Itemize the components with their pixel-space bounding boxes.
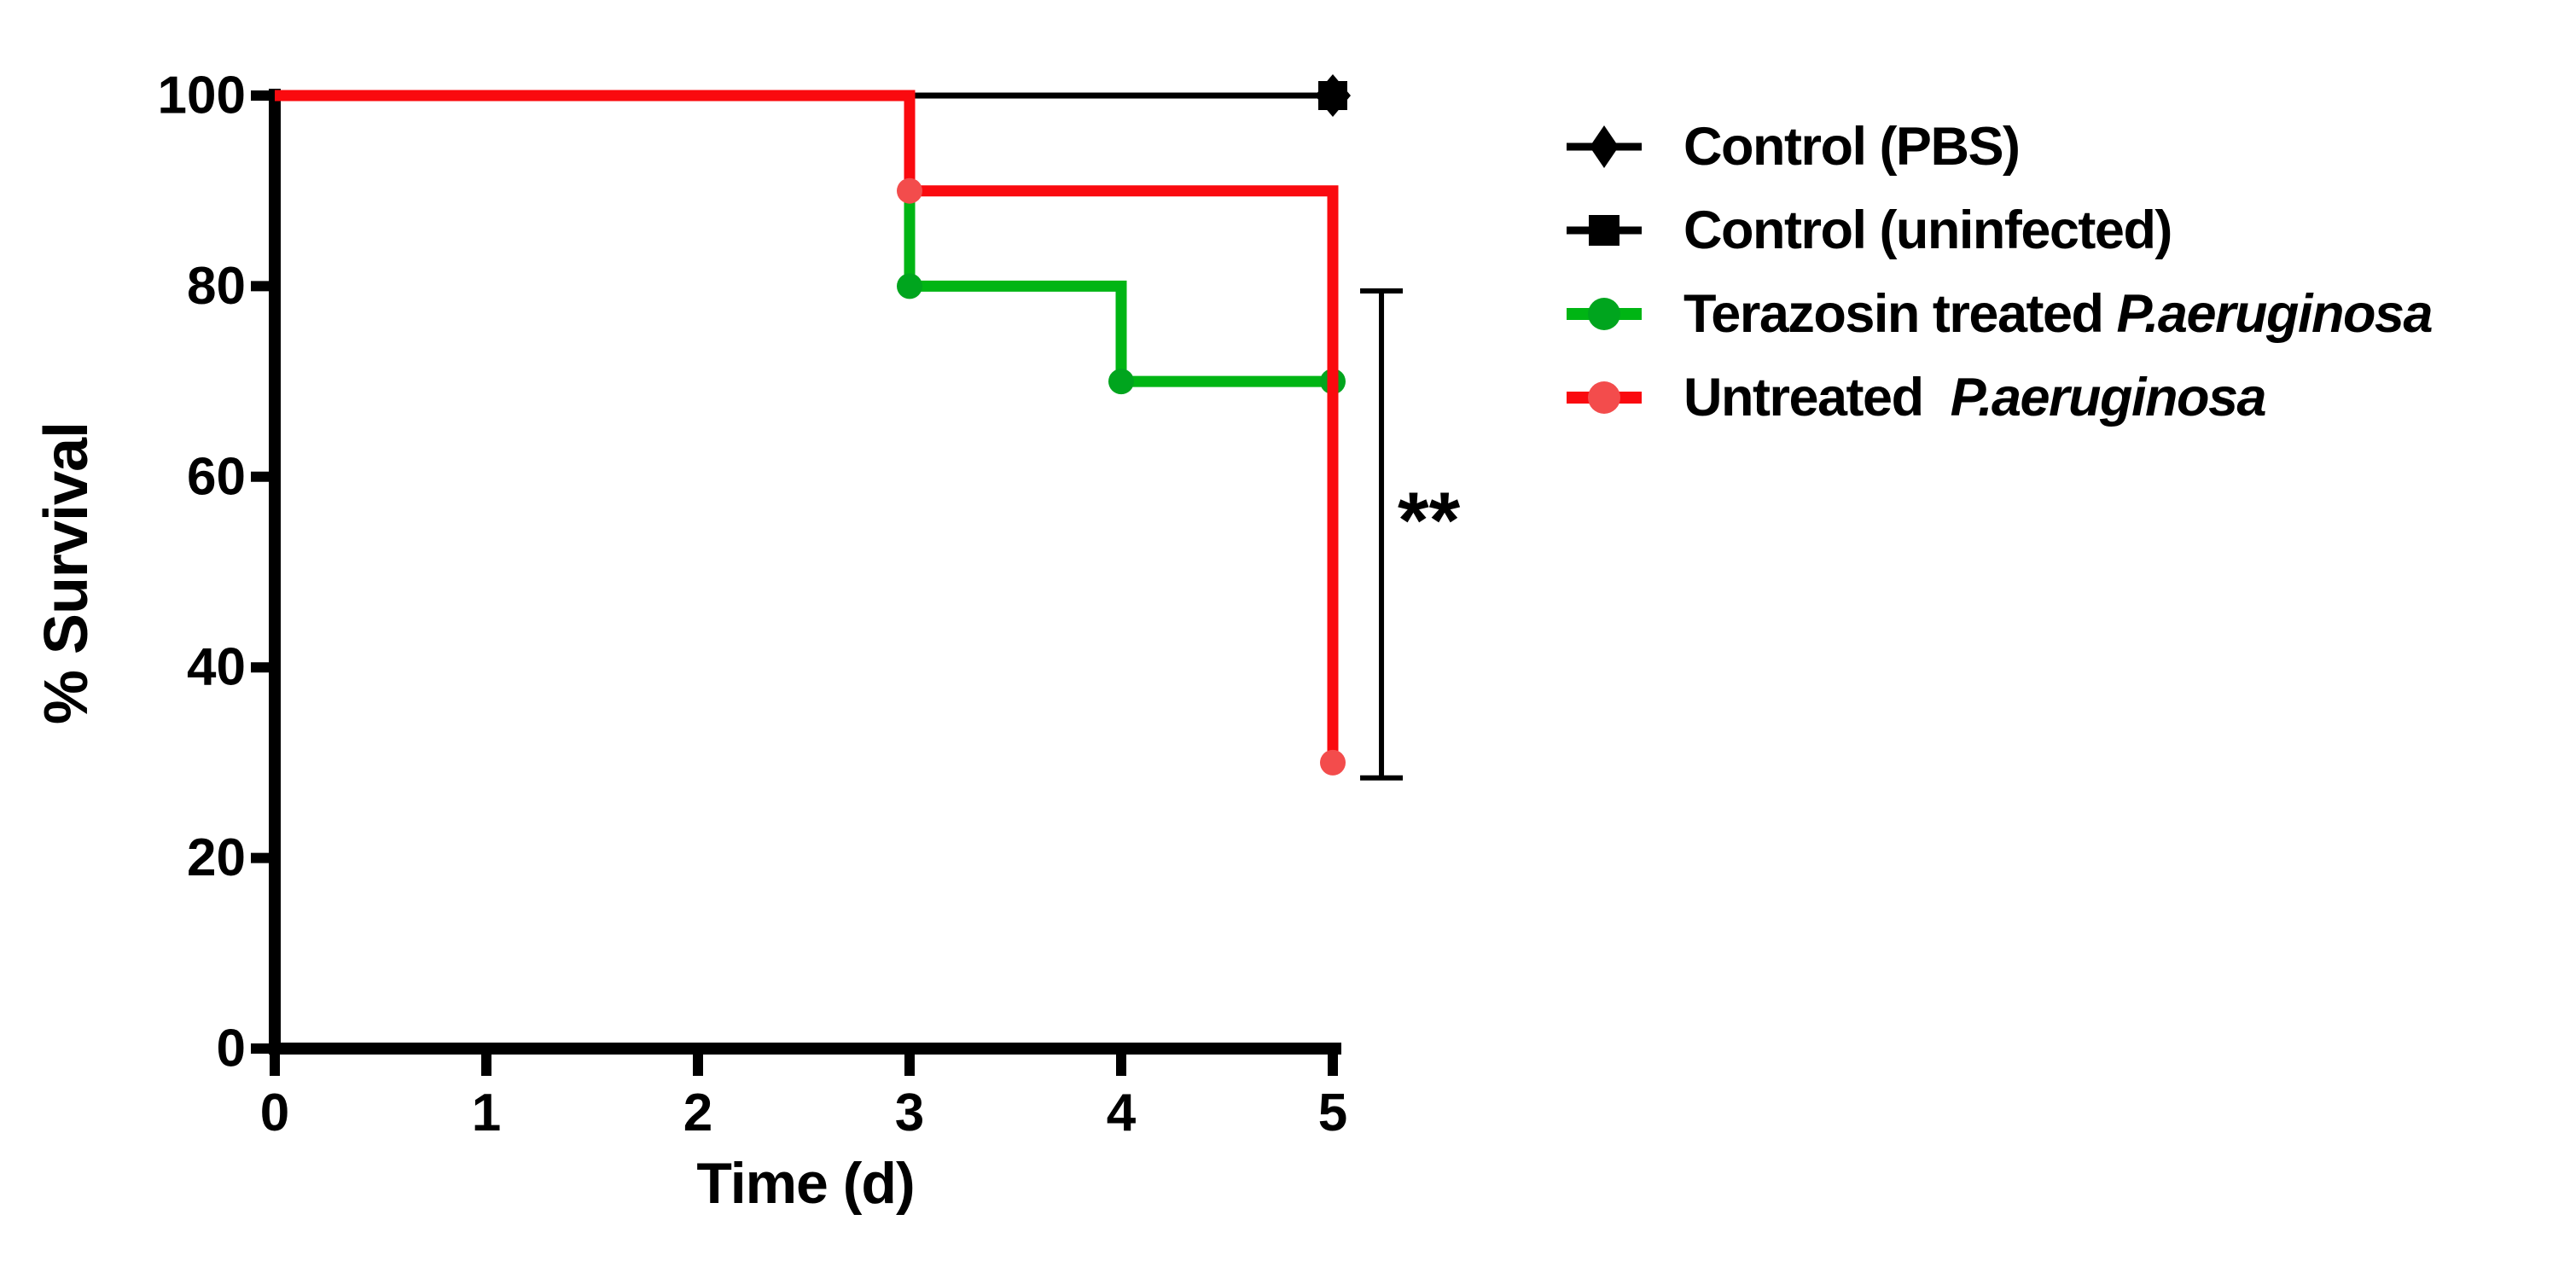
x-tick-label: 2	[683, 1084, 712, 1142]
y-tick-label: 60	[187, 447, 246, 506]
axes	[251, 89, 1341, 1076]
y-tick-label: 100	[158, 67, 246, 125]
legend: Control (PBS) Control (uninfected) Teraz…	[1564, 105, 2434, 439]
y-tick-label: 20	[187, 828, 246, 887]
series-untreated-p-aeruginosa	[275, 90, 1346, 776]
legend-item-control-pbs: Control (PBS)	[1564, 105, 2432, 189]
y-tick-labels: 0 20 40 60 80 100	[158, 67, 246, 1078]
legend-item-label: Control (PBS)	[1683, 116, 2021, 177]
x-tick-label: 3	[895, 1084, 924, 1142]
legend-label-text: Untreated	[1683, 368, 1951, 427]
significance-asterisks: **	[1398, 475, 1461, 565]
legend-item-label: Control (uninfected)	[1683, 200, 2172, 261]
legend-item-label: Untreated P.aeruginosa	[1683, 367, 2267, 428]
x-tick-label: 0	[260, 1084, 289, 1142]
legend-label-text: Terazosin treated	[1683, 284, 2117, 344]
legend-item-untreated: Untreated P.aeruginosa	[1564, 356, 2432, 439]
legend-label-species: P.aeruginosa	[2116, 284, 2434, 344]
legend-label-text: Control (PBS)	[1683, 117, 2021, 177]
square-marker-icon	[1567, 215, 1642, 246]
x-tick-labels: 0 1 2 3 4 5	[260, 1084, 1347, 1142]
legend-label-text: Control (uninfected)	[1683, 200, 2172, 260]
legend-item-control-uninfected: Control (uninfected)	[1564, 189, 2432, 272]
x-tick-label: 1	[472, 1084, 501, 1142]
legend-item-label: Terazosin treated P.aeruginosa	[1683, 283, 2434, 345]
series-terazosin-treated-p-aeruginosa	[275, 90, 1346, 395]
y-tick-label: 80	[187, 257, 246, 316]
y-tick-label: 40	[187, 638, 246, 697]
y-tick-label: 0	[217, 1020, 246, 1078]
diamond-marker-icon	[1567, 125, 1642, 168]
green-circle-marker-icon	[1567, 298, 1642, 330]
x-tick-label: 4	[1107, 1084, 1137, 1142]
x-tick-label: 5	[1318, 1084, 1347, 1142]
legend-item-terazosin: Terazosin treated P.aeruginosa	[1564, 272, 2434, 356]
significance-bracket	[1360, 288, 1404, 781]
x-axis-title: Time (d)	[696, 1151, 915, 1216]
red-circle-marker-icon	[1567, 381, 1642, 414]
legend-label-species: P.aeruginosa	[1950, 368, 2267, 427]
y-axis-title: % Survival	[32, 421, 101, 725]
